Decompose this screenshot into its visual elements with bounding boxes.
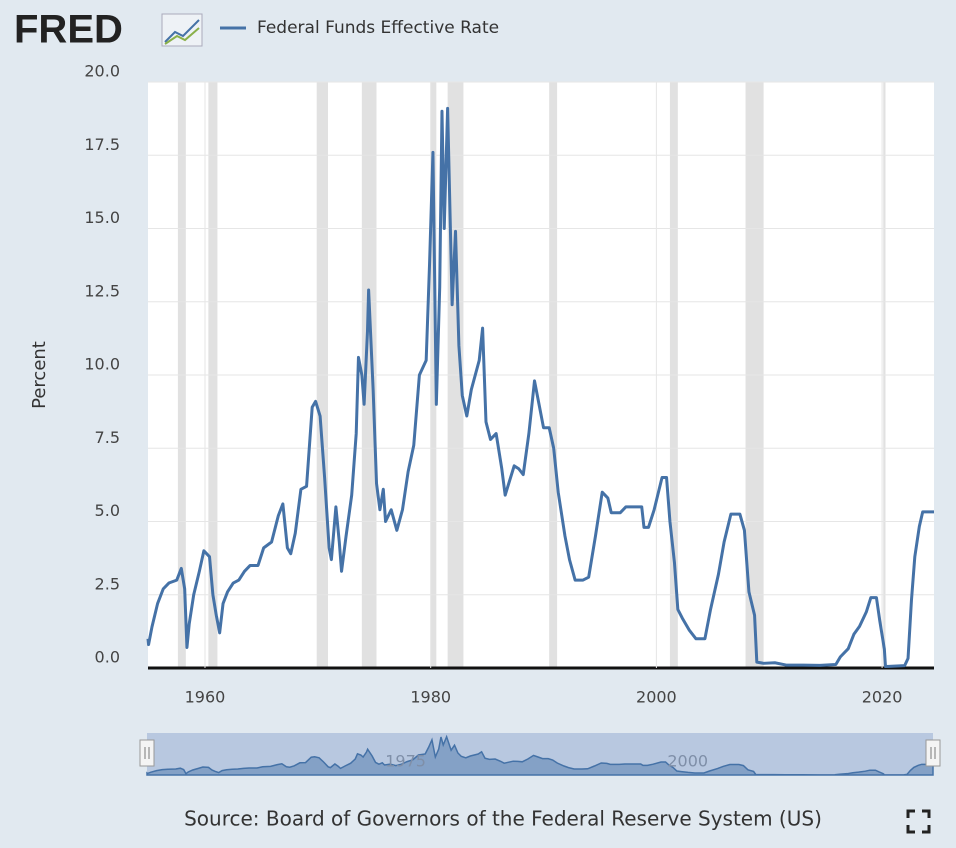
legend-label: Federal Funds Effective Rate [257, 18, 499, 38]
logo: FRED [14, 8, 123, 52]
y-tick-label: 5.0 [95, 501, 120, 520]
y-tick-label: 0.0 [95, 648, 120, 667]
y-tick-label: 10.0 [84, 355, 120, 374]
navigator-bg [147, 733, 933, 775]
navigator-handle[interactable] [925, 739, 941, 767]
y-tick-label: 12.5 [84, 281, 120, 300]
x-tick-label: 2020 [862, 688, 903, 707]
y-axis-label: Percent [29, 341, 50, 409]
y-tick-label: 17.5 [84, 135, 120, 154]
x-tick-label: 1960 [185, 688, 226, 707]
x-tick-label: 1980 [410, 688, 451, 707]
y-tick-label: 2.5 [95, 574, 120, 593]
y-tick-label: 7.5 [95, 428, 120, 447]
y-tick-label: 15.0 [84, 208, 120, 227]
x-tick-label: 2000 [636, 688, 677, 707]
navigator-tick-label: 1975 [385, 752, 426, 771]
navigator-tick-label: 2000 [667, 752, 708, 771]
y-tick-label: 20.0 [84, 62, 120, 81]
source-note: Source: Board of Governors of the Federa… [184, 807, 822, 831]
fullscreen-button[interactable] [906, 809, 931, 834]
series-line [146, 106, 934, 669]
logo-icon [161, 13, 203, 47]
navigator-area [146, 734, 934, 776]
navigator-handle[interactable] [139, 739, 155, 767]
